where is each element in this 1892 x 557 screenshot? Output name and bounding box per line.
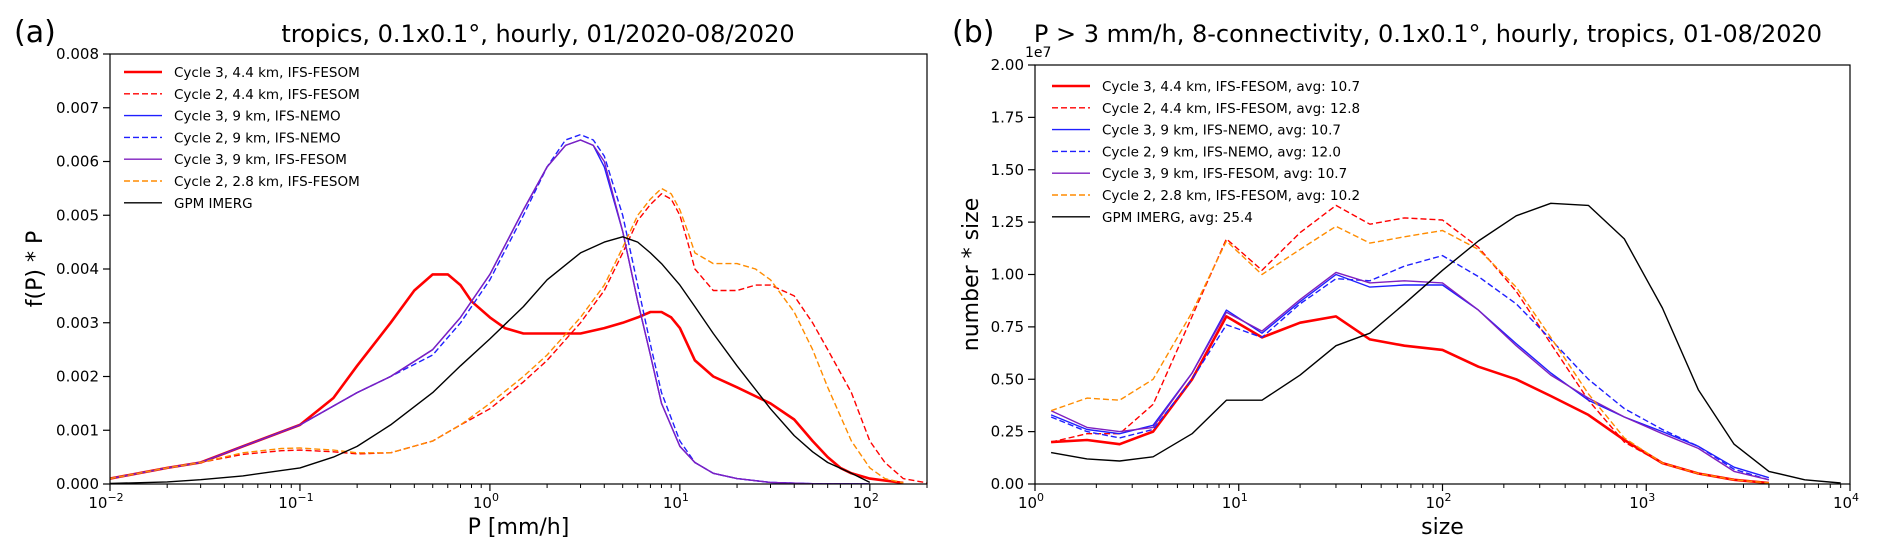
panel-label: (a) [14, 15, 56, 50]
legend-label: Cycle 2, 2.8 km, IFS-FESOM, avg: 10.2 [1102, 188, 1360, 204]
y-tick-label: 0.004 [56, 260, 99, 278]
series-line-2 [1050, 273, 1770, 479]
panel-label: (b) [952, 15, 994, 50]
legend: Cycle 3, 4.4 km, IFS-FESOM, avg: 10.7 Cyc… [1052, 79, 1360, 226]
legend-label: Cycle 2, 2.8 km, IFS-FESOM [174, 174, 360, 190]
legend-label: Cycle 2, 4.4 km, IFS-FESOM [174, 87, 360, 103]
x-tick-label: 100 [1018, 491, 1044, 512]
y-tick-label: 0.006 [56, 153, 99, 171]
series-line-4 [1050, 271, 1770, 481]
x-axis-ticks: 100 101 102 103 104 [1018, 484, 1859, 512]
legend-label: Cycle 2, 4.4 km, IFS-FESOM, avg: 12.8 [1102, 101, 1360, 117]
y-axis-label: number * size [959, 198, 984, 352]
series-line-1 [110, 193, 927, 484]
y-tick-label: 1.50 [991, 161, 1024, 179]
series-line-1 [1050, 204, 1769, 484]
panel-b: (b) P > 3 mm/h, 8-connectivity, 0.1x0.1°,… [952, 15, 1859, 540]
series-line-6 [110, 236, 871, 484]
legend-label: Cycle 3, 9 km, IFS-NEMO, avg: 10.7 [1102, 123, 1341, 139]
y-axis-ticks: 0.00 0.25 0.50 0.75 1.00 1.25 1.50 1.75 2.00 [991, 56, 1035, 493]
legend-label: GPM IMERG, avg: 25.4 [1102, 210, 1253, 226]
plot-frame [1034, 64, 1851, 485]
x-minor-ticks [166, 484, 928, 488]
y-tick-label: 1.25 [991, 213, 1024, 231]
series-line-0 [1051, 315, 1770, 484]
y-tick-label: 0.001 [56, 421, 99, 439]
chart-title: P > 3 mm/h, 8-connectivity, 0.1x0.1°, ho… [1034, 20, 1822, 48]
x-tick-label: 10−1 [278, 491, 313, 512]
legend-label: Cycle 2, 9 km, IFS-NEMO [174, 130, 341, 146]
series-group [1050, 202, 1841, 484]
x-tick-label: 10−2 [88, 491, 123, 512]
series-line-5 [110, 187, 904, 484]
legend: Cycle 3, 4.4 km, IFS-FESOM Cycle 2, 4.4 k… [124, 65, 360, 212]
x-minor-ticks [1095, 484, 1842, 488]
y-tick-label: 0.00 [991, 475, 1024, 493]
x-tick-label: 101 [663, 491, 689, 512]
legend-label: Cycle 3, 9 km, IFS-FESOM [174, 152, 347, 168]
series-line-5 [1050, 225, 1769, 484]
x-tick-label: 101 [1222, 491, 1248, 512]
x-axis-ticks: 10−2 10−1 100 101 102 [88, 484, 879, 512]
x-tick-label: 102 [1425, 491, 1451, 512]
y-tick-label: 1.75 [991, 108, 1024, 126]
x-tick-label: 104 [1833, 491, 1859, 512]
series-line-4 [110, 139, 870, 484]
y-tick-label: 0.007 [56, 99, 99, 117]
y-tick-label: 0.000 [56, 475, 99, 493]
legend-label: GPM IMERG [174, 196, 253, 212]
x-axis-label: P [mm/h] [468, 515, 570, 540]
x-tick-label: 100 [473, 491, 499, 512]
legend-label: Cycle 3, 9 km, IFS-FESOM, avg: 10.7 [1102, 166, 1347, 182]
y-tick-label: 0.25 [991, 423, 1024, 441]
legend-label: Cycle 2, 9 km, IFS-NEMO, avg: 12.0 [1102, 144, 1341, 160]
series-group [110, 133, 927, 484]
series-line-2 [110, 139, 870, 484]
y-multiplier: 1e7 [1025, 45, 1051, 61]
series-line-3 [1050, 254, 1770, 481]
y-tick-label: 0.003 [56, 314, 99, 332]
y-tick-label: 0.008 [56, 45, 99, 63]
x-axis-label: size [1421, 515, 1464, 540]
y-tick-label: 0.75 [991, 318, 1024, 336]
panel-a: (a) tropics, 0.1x0.1°, hourly, 01/2020-08… [14, 15, 928, 540]
chart-title: tropics, 0.1x0.1°, hourly, 01/2020-08/20… [281, 20, 794, 48]
x-tick-label: 102 [853, 491, 879, 512]
series-line-0 [110, 273, 904, 484]
y-tick-label: 2.00 [991, 56, 1024, 74]
y-tick-label: 0.002 [56, 368, 99, 386]
legend-label: Cycle 3, 9 km, IFS-NEMO [174, 109, 341, 125]
x-tick-label: 103 [1629, 491, 1655, 512]
plot-frame [109, 53, 928, 485]
legend-label: Cycle 3, 4.4 km, IFS-FESOM, avg: 10.7 [1102, 79, 1360, 95]
y-tick-label: 0.50 [991, 370, 1024, 388]
y-axis-ticks: 0.000 0.001 0.002 0.003 0.004 0.005 0.006 0.007… [56, 45, 110, 493]
series-line-6 [1050, 202, 1841, 484]
y-tick-label: 0.005 [56, 206, 99, 224]
legend-label: Cycle 3, 4.4 km, IFS-FESOM [174, 65, 360, 81]
y-axis-label: f(P) * P [23, 231, 48, 307]
y-tick-label: 1.00 [991, 266, 1024, 284]
